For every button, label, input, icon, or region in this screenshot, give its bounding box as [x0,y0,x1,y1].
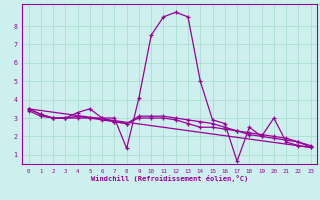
X-axis label: Windchill (Refroidissement éolien,°C): Windchill (Refroidissement éolien,°C) [91,175,248,182]
